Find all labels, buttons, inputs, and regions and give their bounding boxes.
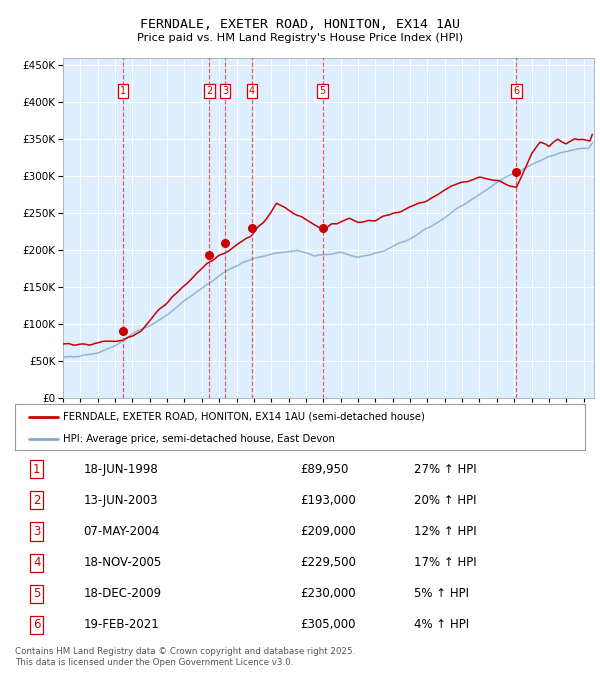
Text: 18-JUN-1998: 18-JUN-1998 — [83, 462, 158, 475]
Text: £209,000: £209,000 — [300, 525, 356, 538]
Text: 17% ↑ HPI: 17% ↑ HPI — [414, 556, 476, 569]
Text: 07-MAY-2004: 07-MAY-2004 — [83, 525, 160, 538]
Text: £305,000: £305,000 — [300, 619, 355, 632]
Text: 18-NOV-2005: 18-NOV-2005 — [83, 556, 161, 569]
Text: 2: 2 — [33, 494, 40, 507]
Text: 12% ↑ HPI: 12% ↑ HPI — [414, 525, 476, 538]
Text: 6: 6 — [33, 619, 40, 632]
Text: 27% ↑ HPI: 27% ↑ HPI — [414, 462, 476, 475]
Text: 4% ↑ HPI: 4% ↑ HPI — [414, 619, 469, 632]
Text: 1: 1 — [120, 86, 126, 96]
Text: 4: 4 — [249, 86, 255, 96]
Text: FERNDALE, EXETER ROAD, HONITON, EX14 1AU: FERNDALE, EXETER ROAD, HONITON, EX14 1AU — [140, 18, 460, 31]
Text: £193,000: £193,000 — [300, 494, 356, 507]
Text: 3: 3 — [33, 525, 40, 538]
Text: 1: 1 — [33, 462, 40, 475]
Text: 6: 6 — [514, 86, 520, 96]
Text: 5: 5 — [319, 86, 326, 96]
Text: HPI: Average price, semi-detached house, East Devon: HPI: Average price, semi-detached house,… — [64, 434, 335, 443]
Text: 13-JUN-2003: 13-JUN-2003 — [83, 494, 158, 507]
Text: 20% ↑ HPI: 20% ↑ HPI — [414, 494, 476, 507]
Text: 5: 5 — [33, 588, 40, 600]
Text: 4: 4 — [33, 556, 40, 569]
Text: 18-DEC-2009: 18-DEC-2009 — [83, 588, 161, 600]
Text: Price paid vs. HM Land Registry's House Price Index (HPI): Price paid vs. HM Land Registry's House … — [137, 33, 463, 43]
Text: £89,950: £89,950 — [300, 462, 349, 475]
Text: 19-FEB-2021: 19-FEB-2021 — [83, 619, 159, 632]
Text: 3: 3 — [222, 86, 229, 96]
Text: £230,000: £230,000 — [300, 588, 356, 600]
Text: 2: 2 — [206, 86, 212, 96]
Text: £229,500: £229,500 — [300, 556, 356, 569]
Text: 5% ↑ HPI: 5% ↑ HPI — [414, 588, 469, 600]
Text: FERNDALE, EXETER ROAD, HONITON, EX14 1AU (semi-detached house): FERNDALE, EXETER ROAD, HONITON, EX14 1AU… — [64, 412, 425, 422]
Text: Contains HM Land Registry data © Crown copyright and database right 2025.
This d: Contains HM Land Registry data © Crown c… — [15, 647, 355, 667]
